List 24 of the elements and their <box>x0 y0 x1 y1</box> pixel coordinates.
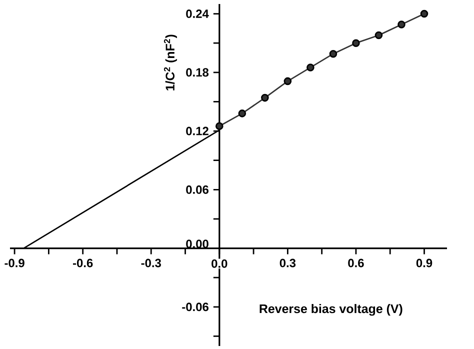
x-tick-label: 0.0 <box>212 259 228 268</box>
y-axis-title: 1/C$^{2}$ (nF$^{2}$) <box>164 34 177 90</box>
point <box>306 64 314 72</box>
point <box>284 77 292 86</box>
x-tick-label: -0.3 <box>141 258 161 268</box>
y-tick-label: 0.06 <box>186 185 208 194</box>
x-axis-title: Reverse bias voltage (V) <box>260 304 402 316</box>
x-tick-label: 0.9 <box>416 258 432 268</box>
x-tick-label: -0.9 <box>4 258 24 268</box>
y-tick-label: 0.24 <box>186 10 209 18</box>
point <box>374 31 383 40</box>
y-tick-label: -0.06 <box>182 302 208 312</box>
y-tick-label: 0.18 <box>186 68 209 77</box>
point <box>261 94 269 102</box>
x-tick-label: 0.6 <box>348 258 364 268</box>
point <box>398 20 406 28</box>
point <box>420 10 428 18</box>
point <box>216 122 224 130</box>
x-tick-label: -0.6 <box>73 258 93 268</box>
point <box>329 50 338 58</box>
point <box>352 39 360 47</box>
y-tick-label: 0.12 <box>186 126 208 136</box>
x-tick-label: 0.3 <box>280 258 296 268</box>
point <box>238 110 246 118</box>
